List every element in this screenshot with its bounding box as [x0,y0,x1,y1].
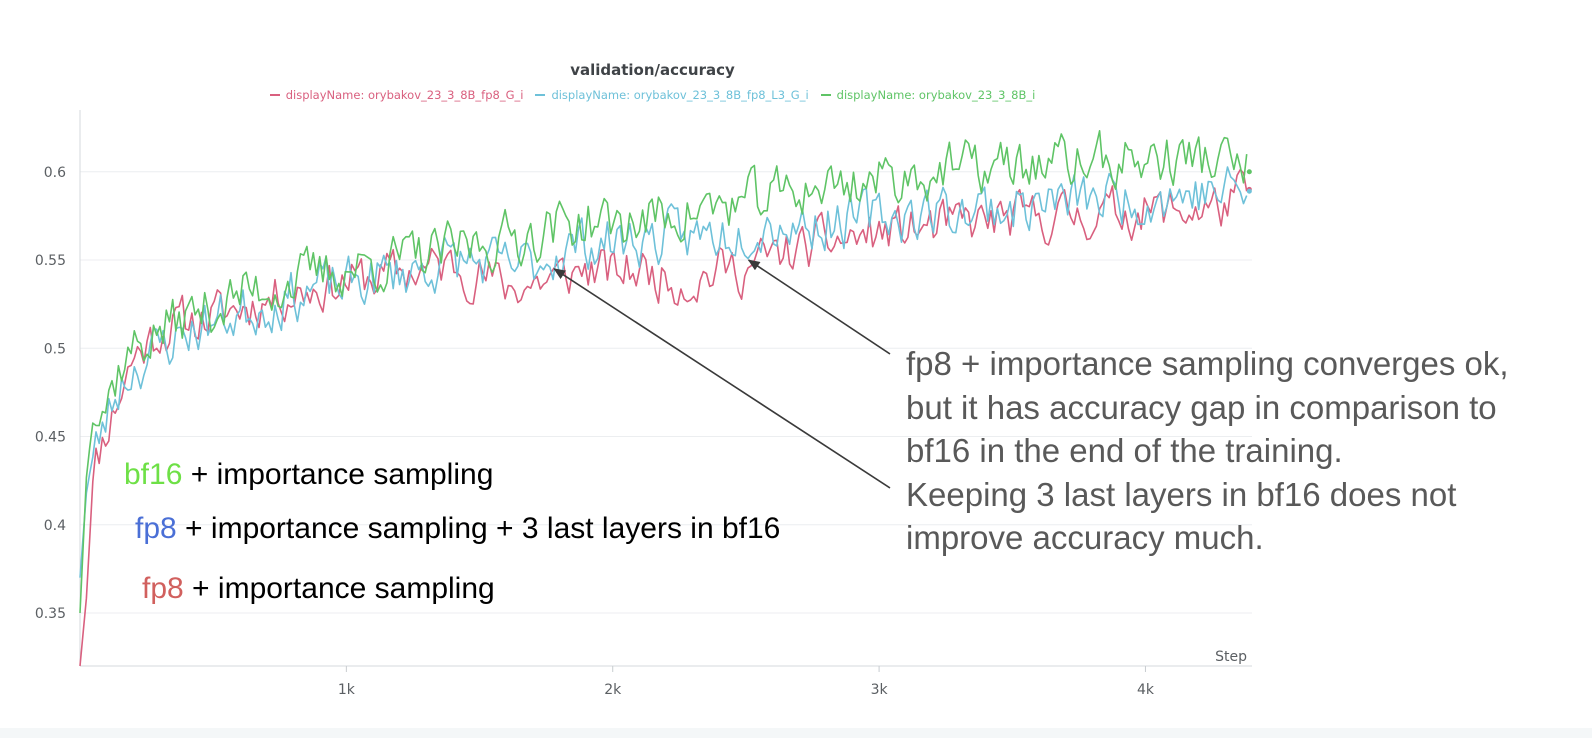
annotation-tag: bf16 [124,458,183,491]
y-tick-label: 0.6 [44,165,66,181]
legend-label: displayName: orybakov_23_3_8B_fp8_G_i [285,88,524,102]
x-tick-label: 2k [604,682,622,698]
annotation-fp8: fp8 + importance sampling [142,572,495,606]
legend-swatch [535,94,546,96]
legend: displayName: orybakov_23_3_8B_fp8_G_i di… [0,88,1305,102]
series-endpoint [1246,169,1252,175]
callout-arrow [747,259,891,355]
x-tick-label: 4k [1137,682,1155,698]
y-tick-label: 0.4 [44,518,66,534]
annotation-rest: + importance sampling [182,458,494,491]
legend-item-bf16[interactable]: displayName: orybakov_23_3_8B_i [820,88,1036,102]
series-endpoint [1246,188,1252,194]
y-tick-label: 0.35 [35,606,66,622]
annotation-tag: fp8 [135,512,177,545]
callout-line: fp8 + importance sampling converges ok, [906,345,1509,382]
callout-arrow [553,268,891,489]
legend-item-fp8[interactable]: displayName: orybakov_23_3_8B_fp8_G_i [269,88,524,102]
x-tick-label: 1k [338,682,356,698]
annotation-rest: + importance sampling [183,572,495,605]
annotation-fp8-l3: fp8 + importance sampling + 3 last layer… [135,512,780,546]
y-tick-label: 0.45 [35,430,66,446]
legend-swatch [269,94,280,96]
callout-text: fp8 + importance sampling converges ok, … [906,342,1509,560]
x-axis-label: Step [1215,649,1247,665]
callout-line: but it has accuracy gap in comparison to [906,388,1497,426]
annotation-rest: + importance sampling + 3 last layers in… [176,512,781,545]
series-line [79,166,1248,578]
legend-swatch [820,94,831,96]
chart-title: validation/accuracy [570,61,735,79]
legend-item-fp8-l3[interactable]: displayName: orybakov_23_3_8B_fp8_L3_G_i [535,88,809,102]
legend-label: displayName: orybakov_23_3_8B_i [836,88,1036,102]
x-tick-label: 3k [871,682,889,698]
callout-line: bf16 in the end of the training. [906,432,1343,469]
annotation-bf16: bf16 + importance sampling [124,458,493,492]
callout-line: Keeping 3 last layers in bf16 does not [906,475,1457,513]
annotation-tag: fp8 [142,572,184,605]
bottom-strip [0,728,1592,738]
series-line [79,168,1248,667]
legend-label: displayName: orybakov_23_3_8B_fp8_L3_G_i [551,88,809,102]
y-tick-label: 0.5 [44,341,66,357]
y-tick-label: 0.55 [35,253,66,269]
callout-line: improve accuracy much. [906,519,1264,556]
series-line [79,130,1248,614]
